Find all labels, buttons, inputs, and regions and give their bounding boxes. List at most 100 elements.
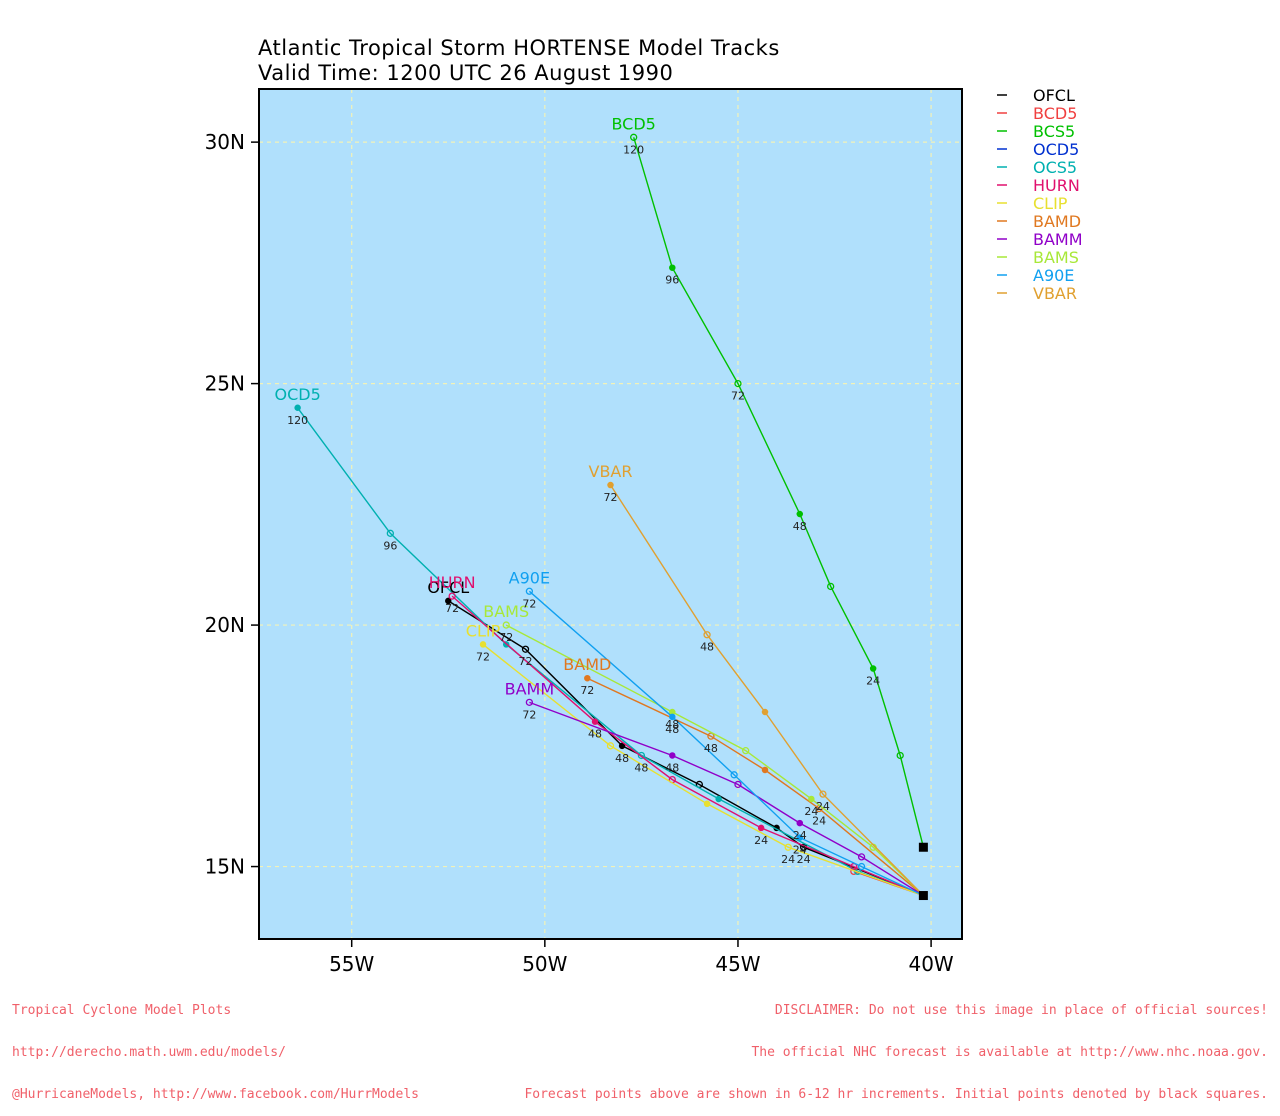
track-end-label: BAMS <box>483 602 529 621</box>
forecast-hour-label: 72 <box>476 650 490 663</box>
x-tick-label: 40W <box>908 952 953 976</box>
forecast-point <box>742 746 750 755</box>
forecast-point <box>761 708 769 716</box>
forecast-hour-label: 72 <box>445 602 459 615</box>
forecast-point <box>630 133 638 141</box>
track-end-label: OCD5 <box>274 385 320 404</box>
track-end-label: BAMD <box>563 655 611 674</box>
forecast-point <box>618 742 626 750</box>
footer-disclaimer: DISCLAIMER: Do not use this image in pla… <box>524 976 1268 1116</box>
forecast-point <box>827 582 835 591</box>
track-end-label: A90E <box>509 568 550 587</box>
forecast-hour-label: 72 <box>519 655 533 668</box>
legend-item-bamm: BAMM <box>997 230 1083 249</box>
forecast-point <box>521 645 530 653</box>
legend-item-bcs5: BCS5 <box>997 122 1075 141</box>
forecast-point <box>734 379 742 388</box>
track-end-label: CLIP <box>466 621 501 640</box>
track-end-label: HURN <box>429 573 476 592</box>
forecast-point <box>734 780 742 789</box>
x-tick-label: 50W <box>522 952 567 976</box>
legend-label: A90E <box>1033 266 1074 285</box>
forecast-hour-label: 48 <box>700 641 714 654</box>
initial-point-square <box>918 891 928 901</box>
forecast-point <box>757 824 765 832</box>
initial-points <box>918 842 928 901</box>
forecast-point <box>707 732 715 740</box>
forecast-point <box>857 853 866 861</box>
forecast-point <box>607 481 614 489</box>
forecast-hour-label: 48 <box>665 718 679 731</box>
forecast-point <box>584 674 591 682</box>
footer-disclaimer-line: The official NHC forecast is available a… <box>751 1045 1268 1060</box>
legend-item-bams: BAMS <box>997 248 1079 267</box>
track-line <box>633 137 925 848</box>
grid-lines <box>259 89 962 939</box>
forecast-point <box>637 751 646 760</box>
legend-label: OCS5 <box>1033 158 1077 177</box>
forecast-hour-label: 24 <box>812 815 826 828</box>
forecast-point <box>808 795 815 803</box>
x-tick-label: 55W <box>329 952 374 976</box>
forecast-hour-label: 96 <box>665 274 679 287</box>
footer-disclaimer-line: Forecast points above are shown in 6-12 … <box>524 1087 1268 1102</box>
forecast-point <box>448 592 456 600</box>
track-end-label: BCD5 <box>611 114 655 133</box>
legend-item-hurn: HURN <box>997 176 1080 195</box>
footer-credit-line: Tropical Cyclone Model Plots <box>12 1003 232 1018</box>
legend-item-ocd5: OCD5 <box>997 140 1079 159</box>
forecast-hour-label: 48 <box>665 723 679 736</box>
footer-credit-line: @HurricaneModels, http://www.facebook.co… <box>12 1087 419 1102</box>
forecast-hour-label: 24 <box>797 853 811 866</box>
forecast-hour-label: 24 <box>781 853 795 866</box>
forecast-point <box>669 713 676 721</box>
forecast-hour-label: 48 <box>588 728 602 741</box>
legend-item-a90e: A90E <box>997 266 1074 285</box>
track-end-label: OFCL <box>427 578 469 597</box>
footer-disclaimer-line: DISCLAIMER: Do not use this image in pla… <box>774 1003 1268 1018</box>
footer-credits: Tropical Cyclone Model Plots http://dere… <box>12 976 419 1116</box>
legend-label: BAMS <box>1033 248 1079 267</box>
track-line <box>529 701 924 897</box>
legend-item-ofcl: OFCL <box>997 86 1075 105</box>
ocean-background <box>259 89 962 939</box>
forecast-point <box>796 510 804 518</box>
legend-item-vbar: VBAR <box>997 284 1077 303</box>
legend-label: BAMM <box>1033 230 1083 249</box>
forecast-hour-label: 48 <box>634 761 648 774</box>
forecast-point <box>386 529 394 537</box>
forecast-hour-label: 72 <box>499 631 513 644</box>
forecast-point <box>703 800 711 808</box>
forecast-point <box>896 751 904 760</box>
legend-label: CLIP <box>1033 194 1068 213</box>
forecast-point <box>869 665 877 672</box>
legend-label: BCS5 <box>1033 122 1075 141</box>
forecast-point <box>715 795 722 803</box>
forecast-hour-label: 72 <box>522 708 536 721</box>
legend-label: VBAR <box>1033 284 1077 303</box>
forecast-hour-label: 24 <box>754 834 768 847</box>
legend-label: OCD5 <box>1033 140 1079 159</box>
y-tick-label: 20N <box>205 613 245 637</box>
track-bams <box>502 621 924 897</box>
forecast-hour-label: 48 <box>793 520 807 533</box>
forecast-hour-label: 72 <box>731 390 745 403</box>
forecast-hour-label: 72 <box>580 684 594 697</box>
forecast-hour-label: 120 <box>623 143 644 156</box>
axis-ticks: 55W 50W 45W 40W 15N 20N 25N 30N <box>205 130 954 976</box>
forecast-hour-label: 72 <box>522 597 536 610</box>
forecast-point <box>730 771 738 779</box>
model-tracks <box>294 133 925 897</box>
forecast-point <box>445 597 452 605</box>
legend-item-bamd: BAMD <box>997 212 1081 231</box>
plot-frame <box>258 88 963 940</box>
forecast-point <box>479 641 487 648</box>
track-line <box>451 595 924 897</box>
y-tick-label: 25N <box>205 372 245 396</box>
forecast-point <box>294 404 301 411</box>
track-line <box>505 624 924 897</box>
initial-point-square <box>918 842 928 852</box>
chart-title: Atlantic Tropical Storm HORTENSE Model T… <box>258 36 780 60</box>
track-clip <box>479 641 924 897</box>
x-tick-label: 45W <box>715 952 760 976</box>
